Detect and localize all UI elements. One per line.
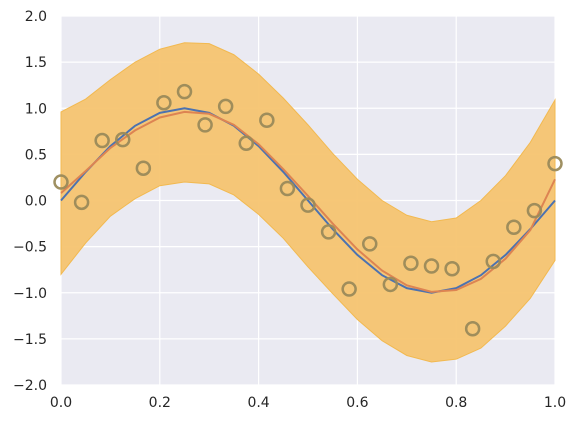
y-tick-label: 1.0: [25, 101, 47, 117]
data-point: [444, 261, 460, 277]
y-tick-label: −2.0: [13, 378, 47, 394]
data-point: [526, 202, 543, 219]
y-tick-label: 1.5: [25, 55, 47, 71]
data-point: [115, 131, 131, 148]
data-point: [423, 258, 440, 274]
data-point: [135, 160, 152, 176]
data-point: [238, 135, 254, 152]
x-axis-ticks: 0.0 0.2 0.4 0.6 0.8 1.0: [50, 395, 566, 411]
data-point: [279, 180, 296, 197]
x-tick-label: 0.4: [247, 395, 269, 411]
true-curve-line: [60, 107, 556, 294]
y-tick-label: 2.0: [25, 9, 47, 25]
data-point: [547, 155, 563, 172]
data-point: [320, 224, 337, 240]
data-points: [53, 83, 563, 337]
data-point: [382, 276, 399, 293]
data-point: [176, 83, 193, 100]
data-point: [156, 94, 172, 111]
data-point: [506, 219, 522, 236]
y-tick-label: 0.0: [25, 194, 47, 210]
data-point: [259, 112, 275, 128]
x-tick-label: 0.0: [50, 395, 72, 411]
data-point: [197, 117, 213, 133]
y-axis-ticks: 2.0 1.5 1.0 0.5 0.0 −0.5 −1.0 −1.5 −2.0: [13, 9, 47, 394]
data-point: [403, 255, 419, 271]
data-point: [464, 320, 481, 337]
data-point: [362, 236, 378, 252]
y-tick-label: −0.5: [13, 240, 47, 256]
data-point: [485, 253, 501, 270]
x-tick-label: 1.0: [544, 395, 566, 411]
data-point: [53, 174, 69, 190]
x-tick-label: 0.2: [149, 395, 171, 411]
fit-curve-line: [60, 110, 556, 293]
x-tick-label: 0.8: [445, 395, 467, 411]
x-tick-label: 0.6: [346, 395, 368, 411]
confidence-band: [60, 42, 556, 363]
data-point: [73, 194, 90, 211]
data-point: [217, 98, 234, 115]
data-point: [341, 281, 357, 297]
data-point: [94, 132, 110, 149]
y-tick-label: 0.5: [25, 147, 47, 163]
y-tick-label: −1.0: [13, 286, 47, 302]
y-tick-label: −1.5: [13, 332, 47, 348]
data-point: [300, 197, 316, 213]
